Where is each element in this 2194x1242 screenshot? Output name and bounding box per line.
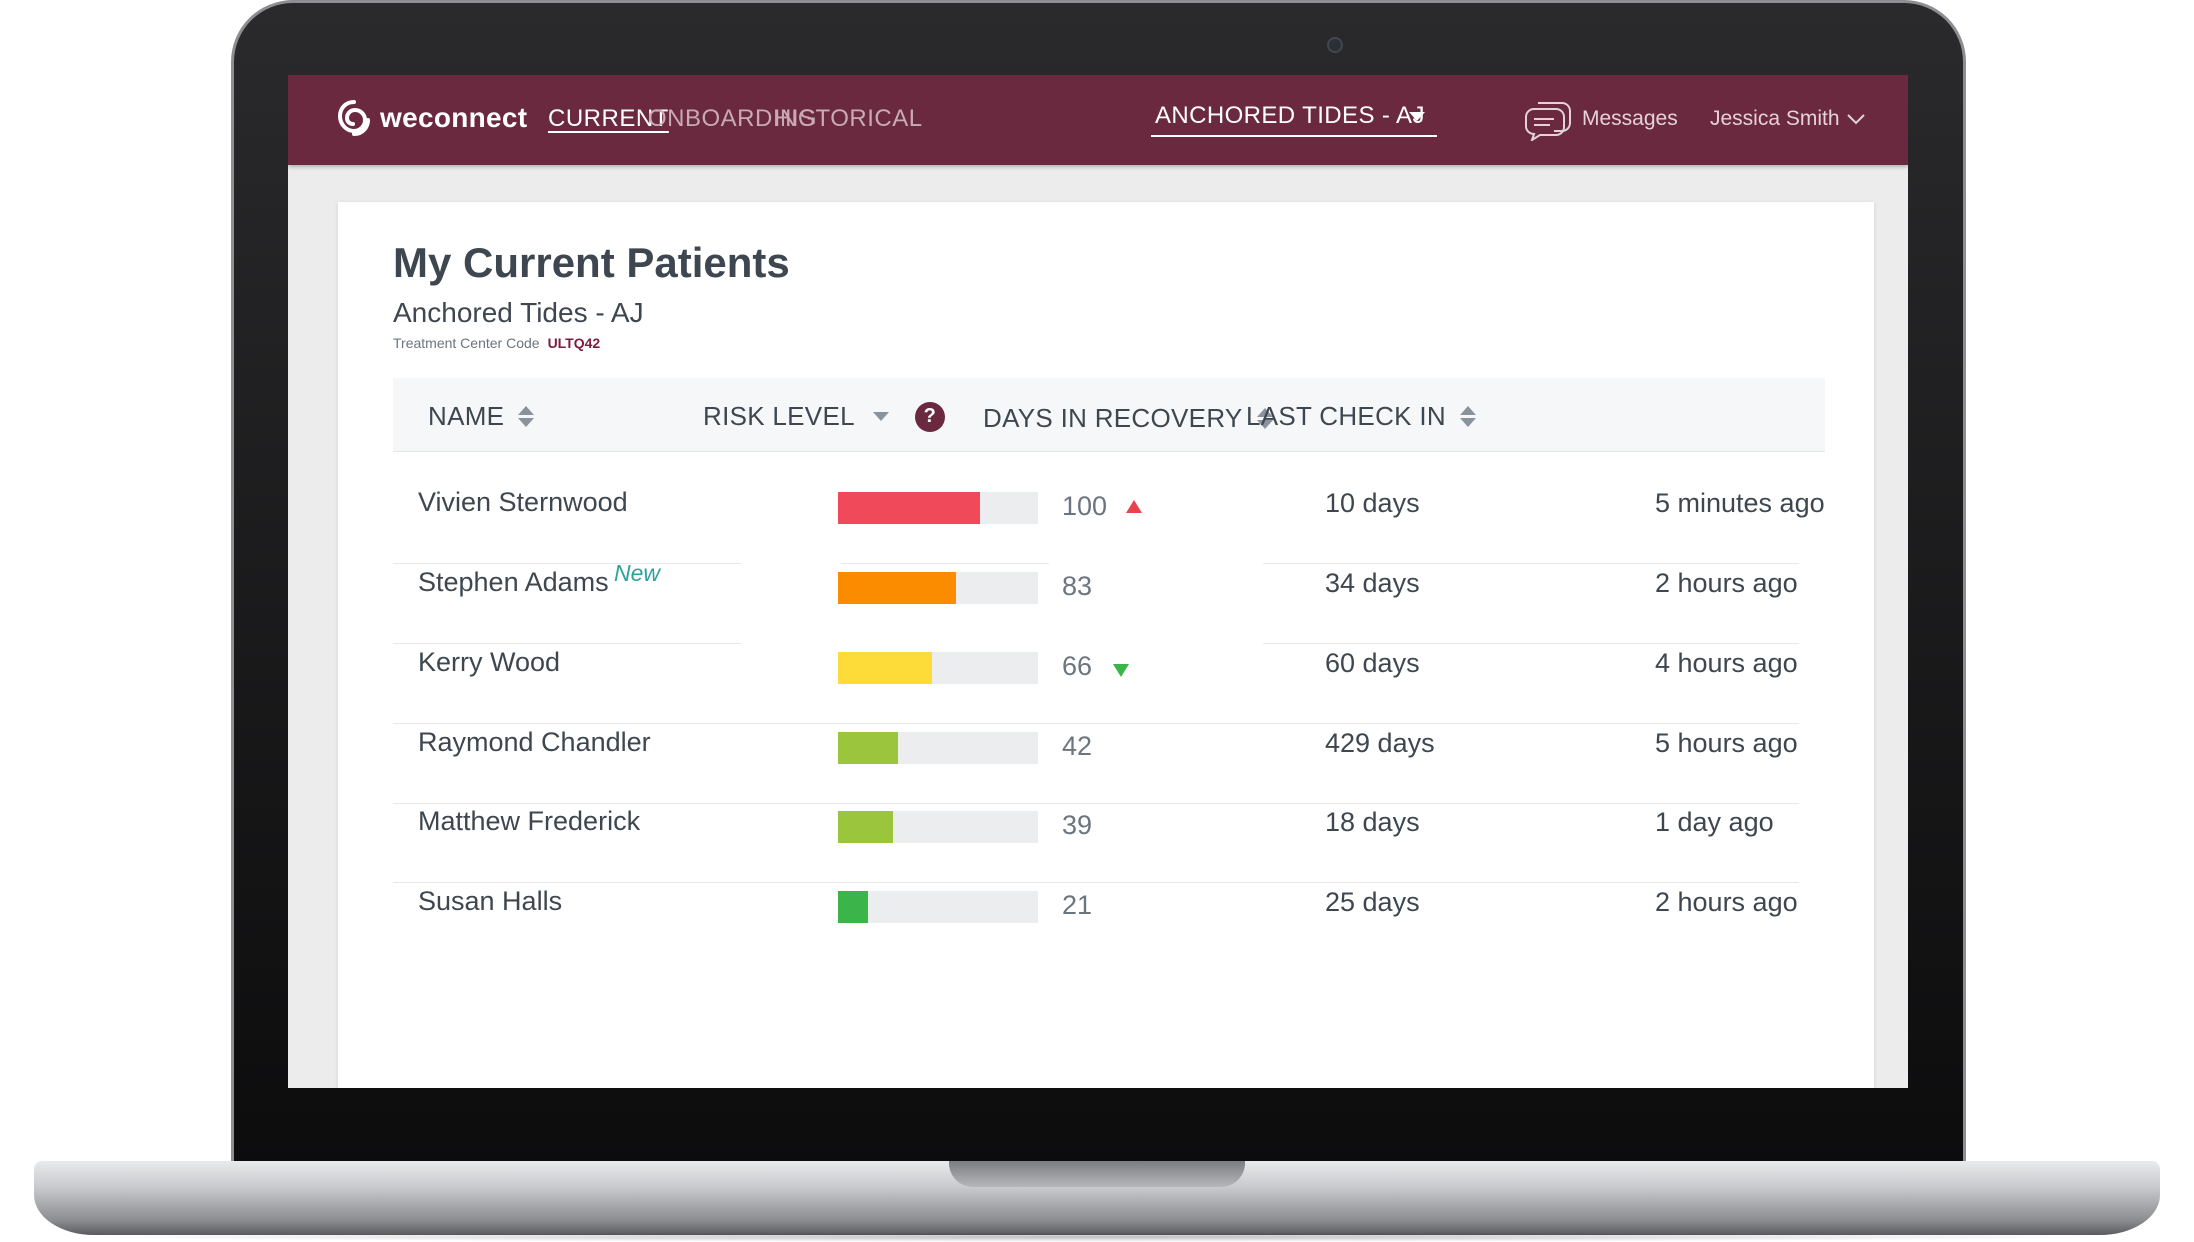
risk-bar: [838, 811, 1038, 843]
table-header: NAME RISK LEVEL ? DAYS IN RECOVERY LAST …: [393, 378, 1825, 452]
last-check-in: 4 hours ago: [1655, 648, 1798, 678]
header-risk-level[interactable]: RISK LEVEL ?: [703, 401, 945, 432]
table-row[interactable]: Kerry Wood 66 60 days 4 hours ago: [393, 612, 1825, 724]
patient-name[interactable]: Vivien Sternwood: [418, 487, 628, 517]
risk-bar-fill: [838, 732, 898, 764]
top-navbar: weconnect CURRENT ONBOARDING HISTORICAL …: [288, 75, 1908, 165]
days-in-recovery: 18 days: [1325, 807, 1420, 837]
user-menu[interactable]: Jessica Smith: [1710, 107, 1866, 131]
center-name: Anchored Tides - AJ: [393, 297, 644, 328]
treatment-center-select-label: ANCHORED TIDES - AJ: [1155, 102, 1425, 129]
weconnect-logo-icon: [337, 100, 370, 136]
header-risk-label: RISK LEVEL: [703, 401, 855, 431]
risk-bar: [838, 891, 1038, 923]
risk-bar-fill: [838, 652, 932, 684]
patient-name[interactable]: Raymond Chandler: [418, 727, 651, 757]
header-checkin-label: LAST CHECK IN: [1246, 401, 1446, 431]
caret-down-icon[interactable]: [872, 412, 889, 421]
chat-bubble-icon: [1525, 102, 1571, 141]
risk-score: 39: [1062, 810, 1093, 840]
table-row[interactable]: Vivien Sternwood 100 10 days 5 minutes a…: [393, 452, 1825, 564]
app-screen: weconnect CURRENT ONBOARDING HISTORICAL …: [288, 75, 1908, 1088]
patients-card: My Current Patients Anchored Tides - AJ …: [338, 202, 1874, 1088]
risk-score: 21: [1062, 890, 1093, 920]
triangle-down-icon: [1113, 664, 1129, 677]
patient-name[interactable]: Stephen Adams: [418, 567, 609, 597]
code-value: ULTQ42: [547, 335, 601, 351]
patient-name[interactable]: Susan Halls: [418, 886, 563, 916]
table-row[interactable]: Stephen Adams New 83 34 days 2 hours ago: [393, 532, 1825, 644]
nav-historical[interactable]: HISTORICAL: [774, 105, 923, 132]
risk-score: 100: [1062, 491, 1108, 521]
last-check-in: 5 hours ago: [1655, 728, 1798, 758]
header-days-in-recovery[interactable]: DAYS IN RECOVERY: [983, 403, 1273, 434]
sort-icon[interactable]: [1256, 408, 1273, 429]
risk-bar-fill: [838, 891, 868, 923]
risk-bar: [838, 732, 1038, 764]
laptop-notch: [949, 1161, 1245, 1187]
patient-name[interactable]: Kerry Wood: [418, 647, 561, 677]
user-name: Jessica Smith: [1710, 107, 1840, 130]
risk-score: 83: [1062, 571, 1093, 601]
header-days-label: DAYS IN RECOVERY: [983, 403, 1243, 433]
days-in-recovery: 60 days: [1325, 648, 1420, 678]
last-check-in: 2 hours ago: [1655, 568, 1798, 598]
last-check-in: 1 day ago: [1655, 807, 1774, 837]
risk-bar-fill: [838, 572, 956, 604]
triangle-up-icon: [1126, 500, 1142, 513]
days-in-recovery: 34 days: [1325, 568, 1420, 598]
risk-bar: [838, 652, 1038, 684]
sort-icon[interactable]: [518, 406, 535, 427]
laptop-shadow: [60, 1232, 2134, 1242]
sort-icon[interactable]: [1459, 406, 1476, 427]
messages-label: Messages: [1582, 107, 1678, 130]
risk-bar-fill: [838, 811, 894, 843]
page-title: My Current Patients: [393, 239, 790, 286]
table-row[interactable]: Susan Halls 21 25 days 2 hours ago: [393, 851, 1825, 963]
days-in-recovery: 10 days: [1325, 488, 1420, 518]
last-check-in: 2 hours ago: [1655, 887, 1798, 917]
help-icon[interactable]: ?: [914, 401, 945, 432]
brand-name: weconnect: [380, 102, 528, 133]
risk-score: 42: [1062, 731, 1093, 761]
table-row[interactable]: Matthew Frederick 39 18 days 1 day ago: [393, 771, 1825, 883]
risk-bar: [838, 572, 1038, 604]
caret-down-icon: [1409, 112, 1425, 121]
risk-bar: [838, 492, 1038, 524]
treatment-center-code: Treatment Center Code ULTQ42: [393, 335, 600, 351]
messages-link[interactable]: Messages: [1524, 97, 1678, 141]
chevron-down-icon: [1846, 114, 1865, 125]
new-badge: New: [614, 560, 661, 586]
header-name-label: NAME: [428, 401, 505, 431]
nav-onboarding[interactable]: ONBOARDING: [648, 105, 818, 132]
patient-name[interactable]: Matthew Frederick: [418, 806, 641, 836]
days-in-recovery: 25 days: [1325, 887, 1420, 917]
brand-logo[interactable]: weconnect: [336, 98, 527, 138]
days-in-recovery: 429 days: [1325, 728, 1435, 758]
header-name[interactable]: NAME: [428, 401, 535, 432]
camera-icon: [1327, 37, 1343, 53]
risk-bar-fill: [838, 492, 980, 524]
code-label: Treatment Center Code: [393, 335, 540, 351]
risk-score: 66: [1062, 651, 1093, 681]
treatment-center-select[interactable]: ANCHORED TIDES - AJ: [1151, 99, 1437, 137]
last-check-in: 5 minutes ago: [1655, 488, 1825, 518]
table-row[interactable]: Raymond Chandler 42 429 days 5 hours ago: [393, 692, 1825, 804]
header-last-check-in[interactable]: LAST CHECK IN: [1246, 401, 1476, 432]
nav-current[interactable]: CURRENT: [548, 105, 669, 132]
